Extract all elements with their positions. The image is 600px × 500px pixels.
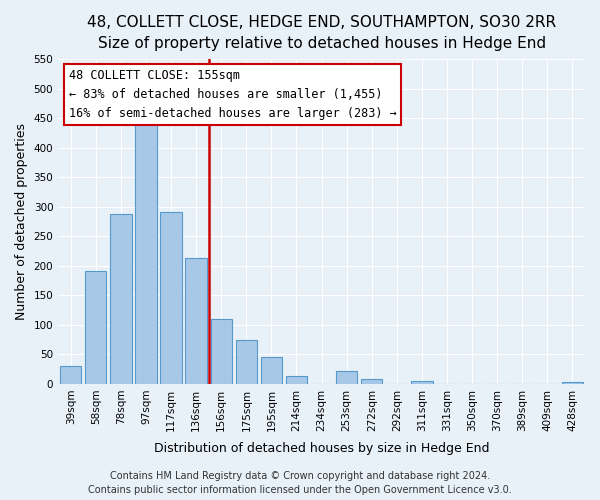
Bar [562,382,583,384]
Bar [211,319,232,384]
Bar [336,371,358,384]
Text: 48 COLLETT CLOSE: 155sqm
← 83% of detached houses are smaller (1,455)
16% of sem: 48 COLLETT CLOSE: 155sqm ← 83% of detach… [69,69,397,120]
Bar [361,379,382,384]
Bar [110,214,131,384]
Title: 48, COLLETT CLOSE, HEDGE END, SOUTHAMPTON, SO30 2RR
Size of property relative to: 48, COLLETT CLOSE, HEDGE END, SOUTHAMPTO… [87,15,556,51]
Bar [411,381,433,384]
Y-axis label: Number of detached properties: Number of detached properties [15,123,28,320]
Bar [136,113,157,384]
X-axis label: Distribution of detached houses by size in Hedge End: Distribution of detached houses by size … [154,442,490,455]
Bar [286,376,307,384]
Bar [60,366,82,384]
Bar [85,270,106,384]
Bar [185,258,207,384]
Bar [160,212,182,384]
Bar [236,340,257,384]
Text: Contains HM Land Registry data © Crown copyright and database right 2024.
Contai: Contains HM Land Registry data © Crown c… [88,471,512,495]
Bar [261,356,282,384]
